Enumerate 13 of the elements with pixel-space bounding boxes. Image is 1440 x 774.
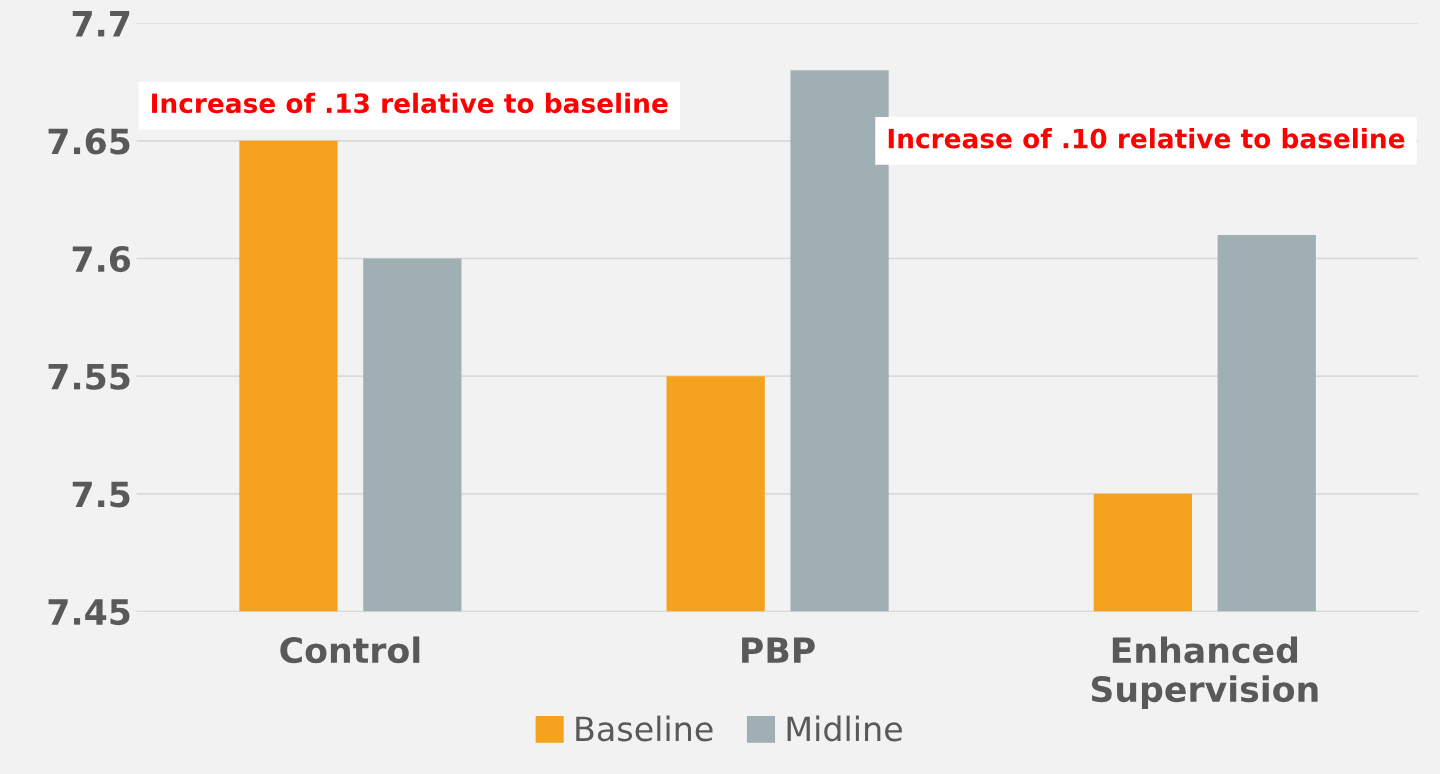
annotation: Increase of .13 relative to baseline [152,92,668,114]
y-tick-label: 7.55 [48,364,130,390]
x-tick-label: Enhanced Supervision [1091,636,1318,709]
y-tick-label: 7.6 [72,245,131,273]
annotation: Increase of .10 relative to baseline [888,128,1405,149]
legend-label: Baseline [576,715,713,742]
legend-label: Midline [787,715,902,742]
x-tick-label: Control [280,636,420,664]
y-tick-label: 7.5 [72,481,130,508]
x-tick-label: PBP [742,637,815,663]
y-tick-label: 7.45 [48,599,130,626]
y-tick-label: 7.65 [48,128,130,155]
y-tick-label: 7.7 [72,11,130,37]
